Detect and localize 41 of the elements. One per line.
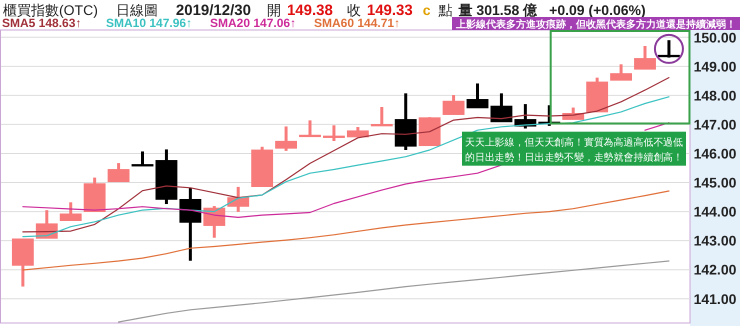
line-series xyxy=(22,190,670,271)
text: 149.38 xyxy=(286,2,333,19)
text: 量 301.58 億 xyxy=(458,2,538,18)
text: 日線圖 xyxy=(116,2,158,18)
y-tick-label: 146.00 xyxy=(694,145,737,162)
candlestick xyxy=(60,202,82,221)
candlestick xyxy=(442,95,465,115)
text: c xyxy=(422,2,431,18)
y-tick-label: 142.00 xyxy=(694,262,737,278)
candlestick xyxy=(370,106,393,126)
annotation: 天天上影線，但天天創高！實質為高過高低不過低的日出走勢！日出走勢不變，走勢就會持續創高！ xyxy=(465,136,685,164)
text: 149.33 xyxy=(366,2,413,19)
text: SMA60 144.71↑ xyxy=(314,16,400,30)
text: 點 xyxy=(438,2,453,18)
candlestick xyxy=(108,163,130,182)
y-tick-label: 150.00 xyxy=(694,29,737,46)
y-tick-label: 143.00 xyxy=(694,232,737,249)
text: 收 xyxy=(346,2,361,18)
candlestick xyxy=(610,64,632,81)
candlestick xyxy=(132,151,154,166)
text: 開 xyxy=(266,2,281,18)
candlestick xyxy=(179,188,202,261)
candlestick xyxy=(634,46,656,70)
candlestick xyxy=(323,125,345,141)
text: +0.09 (+0.06%) xyxy=(549,2,646,18)
candlestick xyxy=(490,93,512,122)
text: SMA20 147.06↑ xyxy=(210,16,296,30)
chart-title: 櫃買指數(OTC) xyxy=(3,2,98,18)
y-tick-label: 148.00 xyxy=(694,87,737,104)
text: 2019/12/30 xyxy=(176,2,251,19)
candlestick xyxy=(346,127,369,138)
y-tick-label: 147.00 xyxy=(694,116,737,132)
y-tick-label: 144.00 xyxy=(694,204,737,220)
candlestick xyxy=(466,83,488,108)
y-tick-label: 145.00 xyxy=(694,174,737,191)
line-series xyxy=(118,260,670,323)
text: SMA10 147.96↑ xyxy=(106,16,192,30)
y-tick-label: 141.00 xyxy=(694,290,737,307)
annotation: 上影線代表多方進攻痕跡，但收黑代表多方力道還是持續減弱！ xyxy=(455,18,736,30)
candlestick xyxy=(275,126,298,151)
y-tick-label: 149.00 xyxy=(694,58,737,74)
